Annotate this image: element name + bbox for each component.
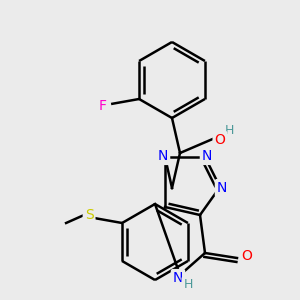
Text: S: S — [85, 208, 94, 222]
Text: N: N — [158, 149, 168, 163]
Text: F: F — [99, 99, 107, 113]
Text: H: H — [183, 278, 193, 292]
Text: O: O — [214, 133, 225, 147]
Text: N: N — [202, 149, 212, 163]
Text: H: H — [224, 124, 234, 136]
Text: N: N — [173, 271, 183, 285]
Text: N: N — [217, 181, 227, 195]
Text: O: O — [242, 249, 252, 263]
